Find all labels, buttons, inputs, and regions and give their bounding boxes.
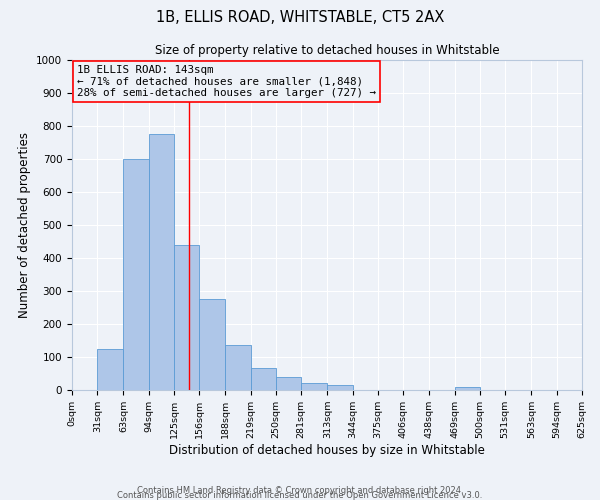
Bar [97, 349, 124, 390]
Y-axis label: Number of detached properties: Number of detached properties [17, 132, 31, 318]
Bar [328, 385, 353, 390]
Text: 1B, ELLIS ROAD, WHITSTABLE, CT5 2AX: 1B, ELLIS ROAD, WHITSTABLE, CT5 2AX [156, 10, 444, 25]
Bar [251, 368, 276, 390]
Bar [174, 245, 199, 390]
Title: Size of property relative to detached houses in Whitstable: Size of property relative to detached ho… [155, 44, 499, 58]
Text: Contains HM Land Registry data © Crown copyright and database right 2024.: Contains HM Land Registry data © Crown c… [137, 486, 463, 495]
Bar [301, 382, 328, 390]
Bar [124, 159, 149, 390]
Text: Contains public sector information licensed under the Open Government Licence v3: Contains public sector information licen… [118, 491, 482, 500]
Text: 1B ELLIS ROAD: 143sqm
← 71% of detached houses are smaller (1,848)
28% of semi-d: 1B ELLIS ROAD: 143sqm ← 71% of detached … [77, 65, 376, 98]
Bar [149, 134, 174, 390]
Bar [276, 377, 301, 390]
X-axis label: Distribution of detached houses by size in Whitstable: Distribution of detached houses by size … [169, 444, 485, 457]
Bar [226, 346, 251, 390]
Bar [455, 388, 480, 390]
Bar [199, 299, 226, 390]
